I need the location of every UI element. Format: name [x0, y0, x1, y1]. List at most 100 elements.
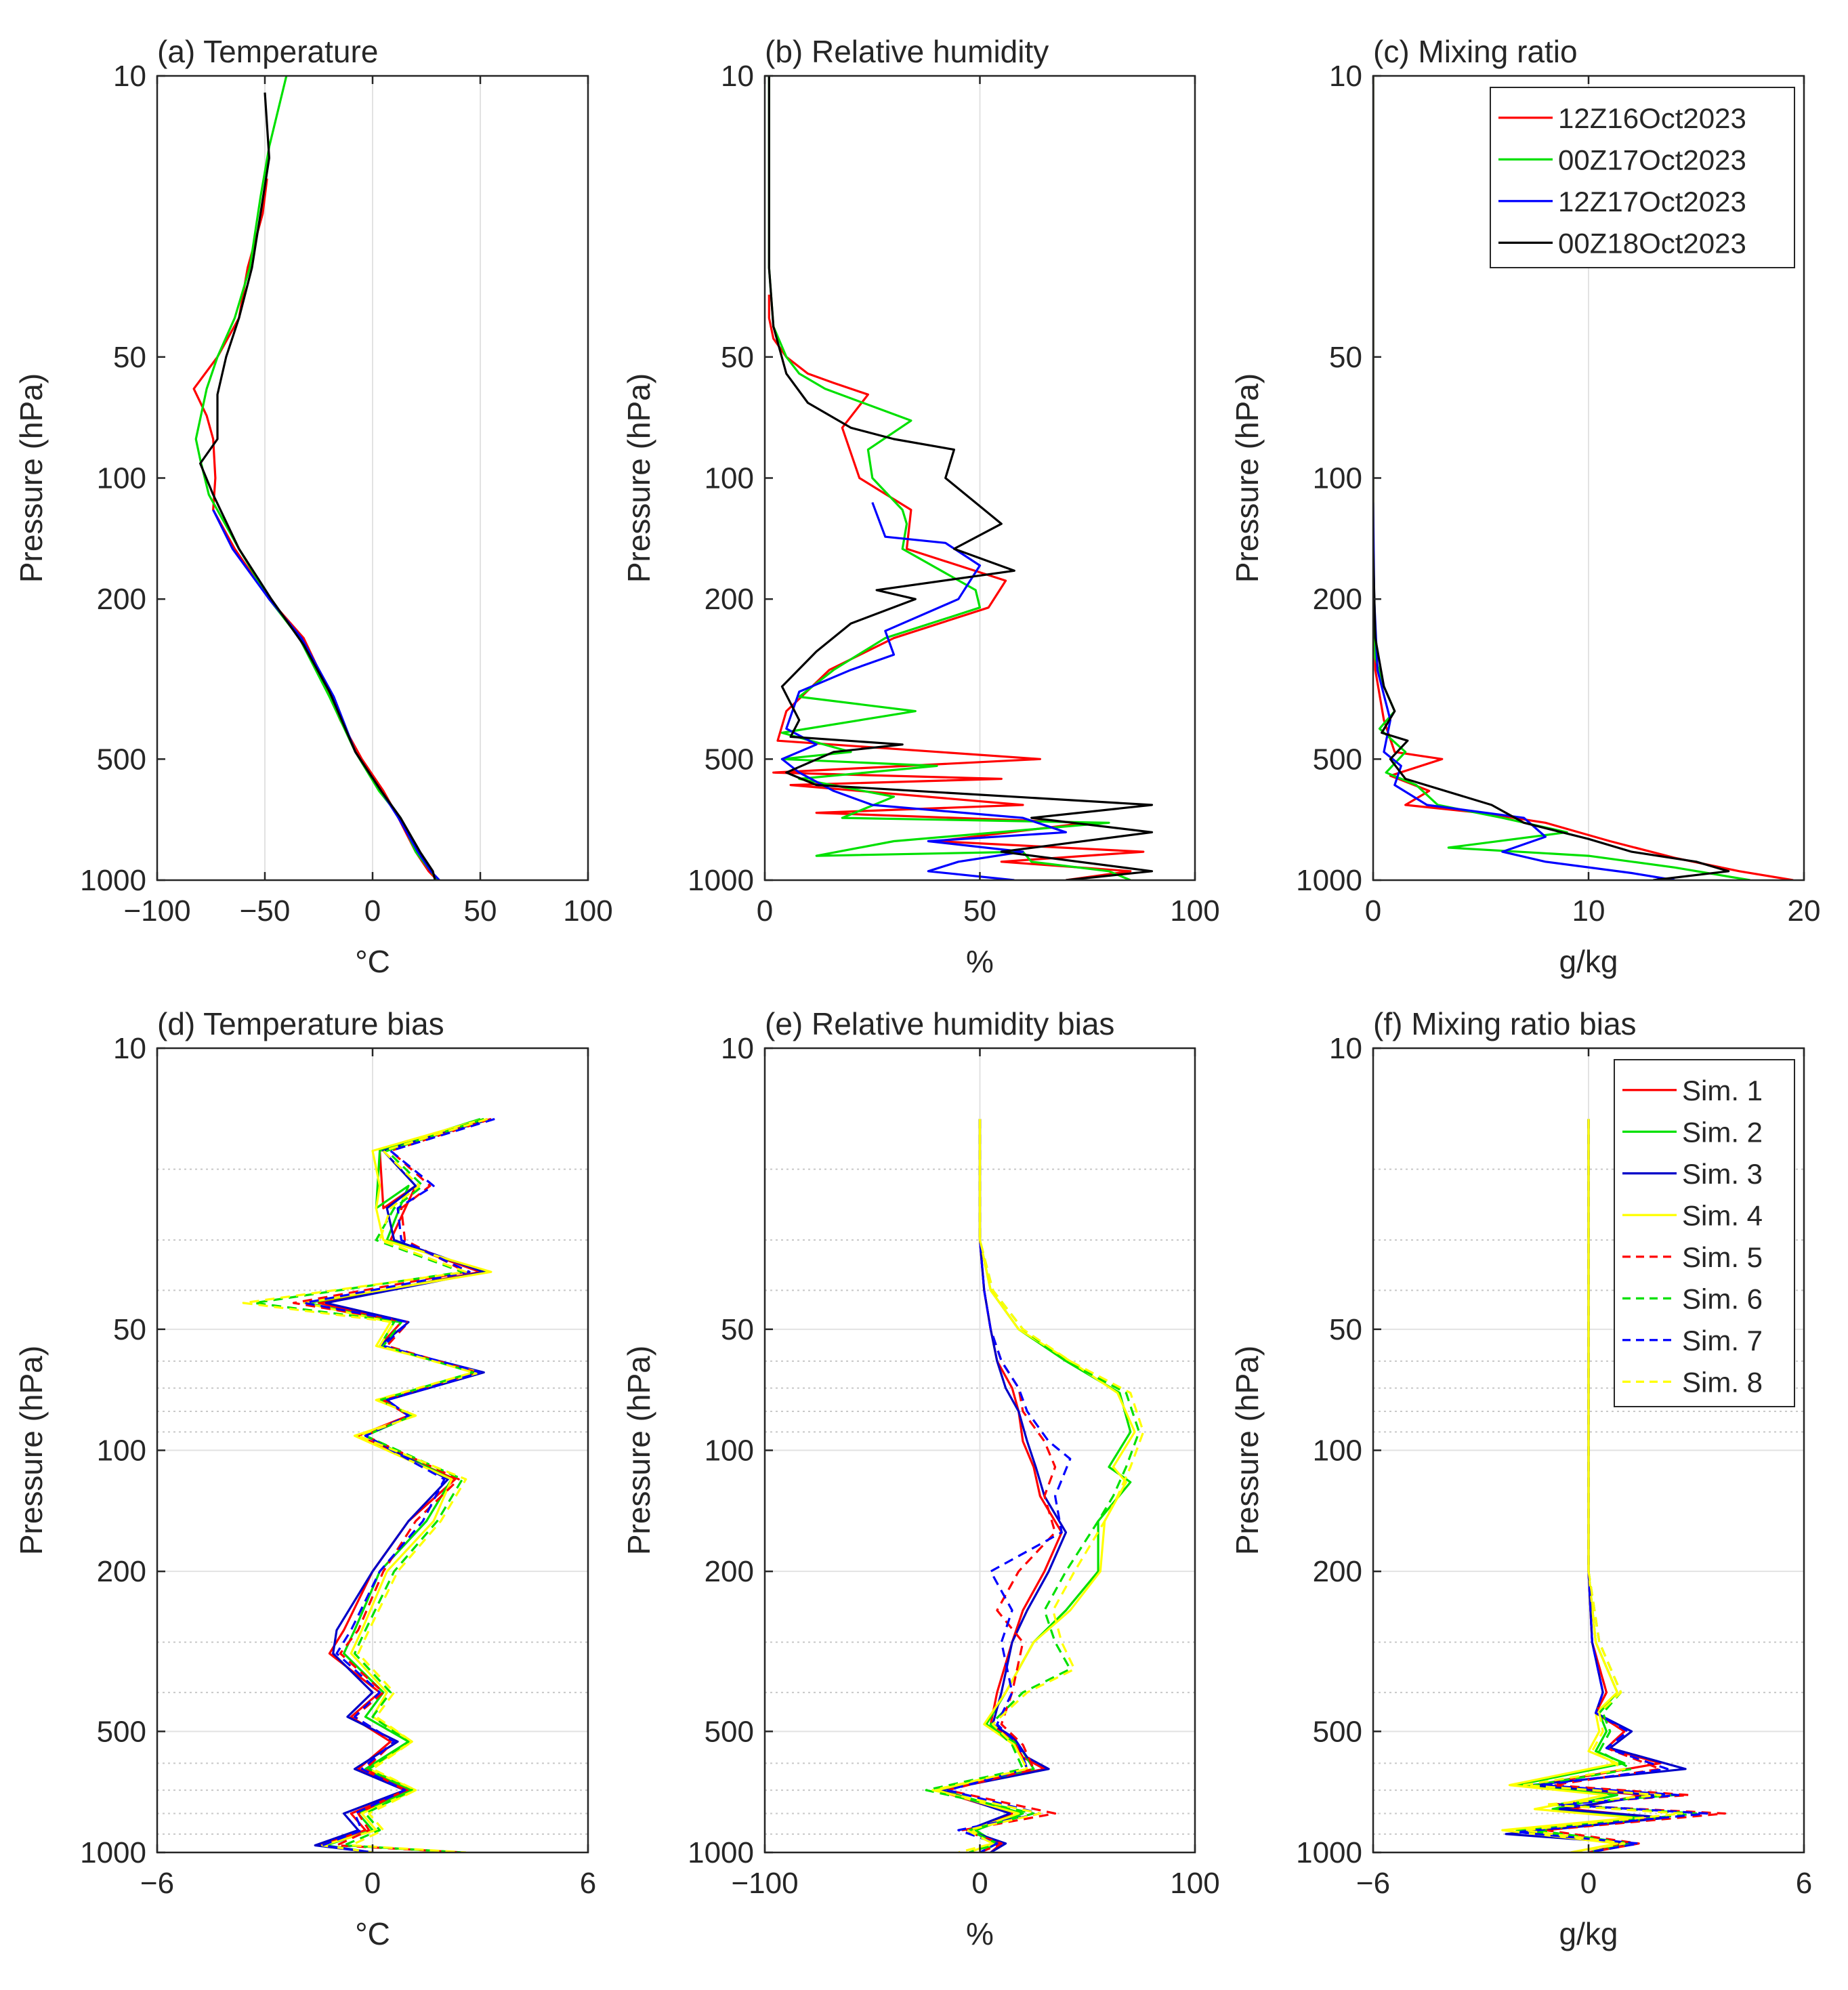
y-tick-label: 200 — [705, 1555, 754, 1588]
series-line-3 — [1373, 502, 1675, 880]
y-tick-label: 500 — [97, 743, 146, 776]
y-tick-label: 10 — [113, 60, 146, 93]
series-line-7 — [1515, 1119, 1708, 1852]
y-axis-label: Pressure (hPa) — [1230, 373, 1265, 583]
x-tick-label: 0 — [1365, 894, 1381, 928]
y-tick-label: 100 — [705, 462, 754, 495]
x-tick-label: 0 — [364, 894, 381, 928]
y-axis-label: Pressure (hPa) — [14, 1346, 49, 1555]
y-tick-label: 50 — [113, 341, 146, 374]
legend: 12Z16Oct2023 00Z17Oct2023 12Z17Oct2023 00Z1… — [1490, 87, 1795, 268]
legend-label: Sim. 3 — [1682, 1158, 1763, 1190]
y-tick-label: 1000 — [688, 864, 754, 897]
legend-label: 00Z18Oct2023 — [1558, 227, 1746, 259]
series-line-8 — [1523, 1119, 1683, 1852]
x-tick-label: 100 — [1170, 894, 1219, 928]
x-axis-label: % — [966, 1916, 994, 1951]
x-tick-label: −100 — [731, 1867, 798, 1900]
series-line-5 — [1544, 1119, 1726, 1852]
legend-label: 12Z17Oct2023 — [1558, 186, 1746, 217]
x-tick-label: 100 — [1170, 1867, 1219, 1900]
x-tick-label: 6 — [1796, 1867, 1812, 1900]
panel-title: (a) Temperature — [157, 34, 378, 69]
y-axis-label: Pressure (hPa) — [621, 373, 656, 583]
series-line-7 — [946, 1119, 1072, 1852]
y-tick-label: 200 — [1313, 583, 1362, 616]
series-line-6 — [253, 1117, 484, 1852]
y-tick-label: 50 — [721, 1313, 754, 1346]
y-tick-label: 10 — [1329, 60, 1362, 93]
x-axis-label: % — [966, 944, 994, 979]
panel-f: −6 0 6 10 50 100 200 500 1000 (f) Mixing ratio bi… — [1230, 1006, 1812, 1951]
legend-label: Sim. 1 — [1682, 1075, 1763, 1106]
y-tick-label: 500 — [1313, 1715, 1362, 1748]
legend-box — [1614, 1059, 1795, 1407]
legend-label: 12Z16Oct2023 — [1558, 102, 1746, 134]
y-axis-label: Pressure (hPa) — [14, 373, 49, 583]
series-line-6 — [925, 1119, 1141, 1852]
x-tick-label: 0 — [364, 1867, 381, 1900]
x-tick-label: 0 — [1580, 1867, 1597, 1900]
y-tick-label: 200 — [1313, 1555, 1362, 1588]
x-tick-label: 0 — [971, 1867, 988, 1900]
panel-title: (e) Relative humidity bias — [765, 1006, 1114, 1041]
y-tick-label: 10 — [1329, 1032, 1362, 1065]
x-tick-label: 50 — [464, 894, 497, 928]
series-line-4 — [1373, 76, 1730, 880]
panel-title: (c) Mixing ratio — [1373, 34, 1578, 69]
x-tick-label: 10 — [1572, 894, 1605, 928]
y-tick-label: 100 — [1313, 462, 1362, 495]
y-tick-label: 1000 — [1296, 864, 1362, 897]
panel-title: (d) Temperature bias — [157, 1006, 444, 1041]
panel-d: −6 0 6 10 50 100 200 500 1000 (d) Temperature bia… — [14, 1006, 596, 1951]
y-tick-label: 50 — [721, 341, 754, 374]
y-tick-label: 1000 — [1296, 1836, 1362, 1869]
panel-b: 0 50 100 10 50 100 200 500 1000 (b) Relative humi… — [621, 34, 1220, 979]
y-tick-label: 100 — [1313, 1434, 1362, 1468]
y-tick-label: 500 — [1313, 743, 1362, 776]
y-tick-label: 500 — [705, 743, 754, 776]
y-tick-label: 50 — [113, 1313, 146, 1346]
series-line-5 — [946, 1119, 1057, 1852]
panel-c: 0 10 20 10 50 100 200 500 1000 (c) Mixing ratio g/… — [1230, 34, 1820, 979]
series-group — [768, 76, 1154, 880]
x-tick-label: 20 — [1788, 894, 1821, 928]
panel-title: (b) Relative humidity — [765, 34, 1049, 69]
x-tick-label: −6 — [140, 1867, 174, 1900]
legend: Sim. 1 Sim. 2 Sim. 3 Sim. 4 Sim. 5 Sim. 6 Sim.… — [1614, 1059, 1795, 1407]
x-axis-label: °C — [355, 1916, 390, 1951]
y-axis-label: Pressure (hPa) — [621, 1346, 656, 1555]
legend-label: Sim. 2 — [1682, 1116, 1763, 1148]
x-tick-label: 50 — [963, 894, 996, 928]
panel-a: −100 −50 0 50 100 10 50 100 200 500 1000 (a) Temper… — [14, 34, 613, 979]
panel-title: (f) Mixing ratio bias — [1373, 1006, 1637, 1041]
y-tick-label: 100 — [705, 1434, 754, 1468]
y-tick-label: 100 — [97, 1434, 146, 1468]
x-axis-label: g/kg — [1559, 944, 1618, 979]
legend-label: Sim. 4 — [1682, 1199, 1763, 1231]
series-group — [925, 1119, 1145, 1852]
legend-label: 00Z17Oct2023 — [1558, 144, 1746, 175]
y-tick-label: 10 — [113, 1032, 146, 1065]
x-tick-label: 0 — [757, 894, 773, 928]
series-line-8 — [931, 1119, 1145, 1852]
y-tick-label: 1000 — [688, 1836, 754, 1869]
x-tick-label: −100 — [123, 894, 190, 928]
y-tick-label: 200 — [97, 1555, 146, 1588]
y-tick-label: 500 — [97, 1715, 146, 1748]
series-group — [242, 1117, 495, 1852]
legend-label: Sim. 6 — [1682, 1283, 1763, 1314]
series-line-4 — [199, 92, 436, 880]
panel-e: −100 0 100 10 50 100 200 500 1000 (e) Relative hu… — [621, 1006, 1220, 1951]
y-tick-label: 10 — [721, 1032, 754, 1065]
x-tick-label: −50 — [240, 894, 291, 928]
series-group — [1373, 76, 1794, 880]
y-tick-label: 1000 — [80, 864, 146, 897]
x-tick-label: 100 — [563, 894, 612, 928]
series-group — [1501, 1119, 1726, 1852]
series-line-4 — [768, 76, 1154, 880]
legend-label: Sim. 8 — [1682, 1366, 1763, 1398]
y-tick-label: 50 — [1329, 1313, 1362, 1346]
y-tick-label: 500 — [705, 1715, 754, 1748]
